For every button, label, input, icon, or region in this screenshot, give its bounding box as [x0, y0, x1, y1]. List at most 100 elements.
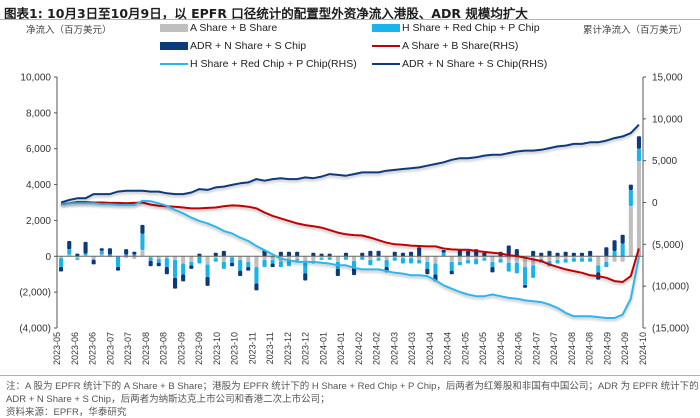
- bar-adr: [311, 252, 316, 257]
- bar-a-share: [563, 256, 568, 259]
- footnote-line-2: ADR + N Share + S Chip，后两者为纳斯达克上市公司和香港二次…: [6, 394, 330, 405]
- bar-a-share: [506, 256, 511, 263]
- bar-adr: [490, 267, 495, 273]
- x-tick-label: 2023-08: [159, 332, 169, 365]
- bar-adr: [173, 277, 178, 289]
- right-tick-label: (5,000): [652, 240, 684, 251]
- legend-item-adr-rhs: ADR + N Share + S Chip(RHS): [372, 58, 547, 70]
- bar-h-share: [173, 259, 178, 278]
- bar-a-share: [417, 256, 422, 260]
- bar-h-share: [457, 261, 462, 266]
- bar-h-share: [425, 261, 430, 269]
- right-tick-label: 0: [652, 198, 658, 209]
- bar-adr: [75, 253, 80, 257]
- bar-h-share: [164, 258, 169, 268]
- x-tick-label: 2024-06: [496, 332, 506, 365]
- bar-a-share: [498, 256, 503, 259]
- legend-swatch-a-share-rhs: [372, 45, 400, 47]
- bar-adr: [392, 251, 397, 257]
- bar-adr: [612, 240, 617, 251]
- bar-adr: [588, 250, 593, 257]
- legend-item-adr: ADR + N Share + S Chip: [160, 40, 306, 52]
- bar-a-share: [547, 256, 552, 261]
- bar-h-share: [319, 258, 324, 260]
- right-axis-unit: 累计净流入（百万美元）: [583, 25, 688, 36]
- bar-h-share: [514, 262, 519, 274]
- bar-h-share: [563, 259, 568, 263]
- bar-adr: [441, 250, 446, 253]
- x-tick-label: 2024-01: [318, 332, 328, 365]
- x-tick-label: 2024-04: [425, 332, 435, 365]
- bar-a-share: [221, 256, 226, 262]
- bar-adr: [523, 285, 528, 288]
- bar-adr: [189, 265, 194, 269]
- bar-adr: [270, 263, 275, 268]
- bar-a-share: [132, 256, 137, 259]
- bar-h-share: [156, 259, 161, 263]
- bar-adr: [99, 248, 104, 251]
- x-tick-label: 2024-02: [372, 332, 382, 365]
- bar-a-share: [523, 256, 528, 268]
- x-tick-label: 2023-07: [123, 332, 133, 365]
- bar-a-share: [205, 256, 210, 265]
- bar-adr: [107, 248, 112, 255]
- bar-h-share: [254, 267, 259, 284]
- x-tick-label: 2024-07: [532, 332, 542, 365]
- bar-a-share: [612, 256, 617, 262]
- bar-a-share: [368, 256, 373, 260]
- left-tick-label: 0: [45, 252, 51, 263]
- bar-h-share: [376, 258, 381, 261]
- x-tick-label: 2023-08: [141, 332, 151, 365]
- legend-item-h-share: H Share + Red Chip + P Chip: [372, 22, 540, 34]
- bar-h-share: [213, 258, 218, 262]
- x-tick-label: 2024-02: [354, 332, 364, 365]
- bar-adr: [628, 184, 633, 190]
- bar-adr: [352, 267, 357, 276]
- legend-item-a-share: A Share + B Share: [160, 22, 277, 34]
- x-tick-label: 2023-06: [88, 332, 98, 365]
- bar-h-share: [579, 258, 584, 262]
- bar-h-share: [604, 261, 609, 268]
- bar-h-share: [140, 233, 145, 250]
- x-tick-label: 2023-06: [70, 332, 80, 365]
- bar-adr: [295, 251, 300, 257]
- bar-adr: [303, 273, 308, 281]
- bar-adr: [360, 252, 365, 257]
- bar-adr: [376, 250, 381, 257]
- bar-adr: [213, 252, 218, 257]
- bar-h-share: [181, 263, 186, 275]
- bar-adr: [116, 267, 121, 271]
- bar-adr: [286, 251, 291, 257]
- bar-adr: [547, 250, 552, 257]
- line-h-share-rhs: [60, 199, 640, 319]
- bar-h-share: [116, 256, 121, 268]
- bar-adr: [555, 252, 560, 257]
- bar-adr: [368, 250, 373, 257]
- x-tick-label: 2024-09: [603, 332, 613, 365]
- x-tick-label: 2024-06: [514, 332, 524, 365]
- bar-h-share: [523, 267, 528, 285]
- bar-a-share: [311, 256, 316, 261]
- bar-h-share: [360, 256, 365, 260]
- bar-h-share: [506, 262, 511, 272]
- bar-adr: [514, 249, 519, 257]
- bar-adr: [132, 251, 137, 255]
- bar-h-share: [636, 148, 641, 162]
- bar-h-share: [384, 259, 389, 268]
- bar-h-share: [238, 259, 243, 271]
- bar-a-share: [254, 256, 259, 268]
- bar-a-share: [270, 256, 275, 260]
- bar-h-share: [433, 263, 438, 275]
- left-tick-label: 2,000: [26, 216, 51, 227]
- legend-item-a-share-rhs: A Share + B Share(RHS): [372, 40, 518, 52]
- bar-adr: [91, 259, 96, 265]
- bar-h-share: [67, 249, 72, 255]
- x-tick-label: 2023-09: [194, 332, 204, 365]
- bar-h-share: [571, 258, 576, 262]
- bar-h-share: [270, 259, 275, 264]
- bar-h-share: [482, 258, 487, 261]
- bar-a-share: [262, 256, 267, 260]
- bar-adr: [181, 274, 186, 282]
- x-tick-label: 2024-01: [336, 332, 346, 365]
- bar-a-share: [433, 256, 438, 264]
